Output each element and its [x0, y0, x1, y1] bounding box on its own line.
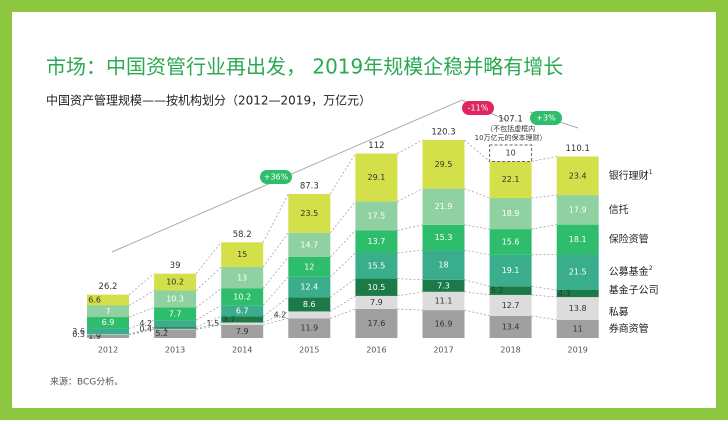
data-label: 7.9	[370, 298, 383, 307]
data-label: 4.2	[139, 319, 152, 328]
data-label: 12	[304, 262, 314, 271]
legend-name: 私募	[609, 305, 629, 318]
data-label: 7.9	[236, 327, 249, 336]
data-label: 10.5	[367, 283, 385, 292]
bar-segment	[288, 311, 330, 318]
data-label: 29.5	[435, 160, 453, 169]
data-label: 19.1	[502, 266, 520, 275]
x-tick-label: 2013	[165, 346, 185, 355]
total-label: 26.2	[99, 282, 118, 292]
total-label: 107.1	[498, 114, 522, 124]
data-label: 3.6	[72, 327, 85, 336]
total-label: 58.2	[233, 230, 252, 240]
data-label: 13	[237, 273, 247, 282]
bar-segment	[154, 320, 196, 327]
excluded-note: （不包括虚框内	[486, 124, 535, 133]
data-label: 12.7	[502, 301, 520, 310]
bar-segment	[154, 329, 196, 330]
data-label: 15.5	[367, 261, 385, 270]
chart-subtitle: 中国资产管理规模——按机构划分（2012—2019，万亿元）	[46, 93, 371, 108]
data-label: 5.2	[491, 286, 504, 295]
data-label: 7.3	[437, 281, 450, 290]
legend-label: 银行理财1	[609, 168, 653, 182]
legend-note: 1	[649, 168, 653, 175]
chart-title: 市场：中国资管行业再出发， 2019年规模企稳并略有增长	[46, 55, 563, 79]
data-label: 13.8	[569, 304, 587, 313]
data-label: 6.7	[236, 306, 249, 315]
data-label: 18.9	[502, 209, 520, 218]
legend-name: 公募基金	[609, 265, 649, 278]
data-label: 6.9	[102, 318, 115, 327]
data-label: 17.9	[569, 205, 587, 214]
source: 来源：BCG分析。	[50, 376, 123, 388]
excluded-note: 10万亿元的保本理财）	[475, 133, 547, 142]
data-label: 7.7	[169, 309, 182, 318]
total-label: 87.3	[300, 181, 319, 191]
data-label: 29.1	[367, 173, 385, 182]
data-label: 18	[438, 260, 448, 269]
data-label: 11	[573, 324, 583, 333]
legend-label: 私募	[609, 305, 629, 318]
data-label: 11.1	[435, 296, 453, 305]
data-label: 16.9	[435, 320, 453, 329]
data-label: 15.6	[502, 237, 520, 246]
legend-label: 券商资管	[609, 322, 649, 335]
x-tick-label: 2012	[98, 346, 118, 355]
legend-label: 公募基金2	[609, 265, 653, 279]
legend-name: 券商资管	[609, 322, 649, 335]
data-label: 6.6	[88, 296, 101, 305]
growth-label: -11%	[468, 104, 489, 113]
legend-name: 银行理财	[609, 169, 649, 182]
data-label: 10.3	[166, 294, 184, 303]
legend-name: 保险资管	[609, 233, 649, 246]
x-tick-label: 2017	[433, 346, 453, 355]
legend-name: 信托	[609, 203, 629, 216]
data-label: 4.3	[558, 289, 571, 298]
data-label: 8.6	[303, 300, 316, 309]
data-label: 4.2	[274, 310, 287, 319]
data-label: 10.2	[233, 292, 251, 301]
growth-label: +36%	[264, 173, 289, 182]
legend-name: 基金子公司	[609, 284, 659, 297]
data-label: 14.7	[300, 240, 318, 249]
bar-segment	[154, 327, 196, 329]
legend-label: 保险资管	[609, 233, 649, 246]
data-label: 11.9	[300, 324, 318, 333]
data-label: 21.5	[569, 268, 587, 277]
legend-note: 2	[649, 265, 653, 272]
x-tick-label: 2014	[232, 346, 252, 355]
total-label: 110.1	[566, 144, 590, 154]
data-label: 7	[105, 307, 110, 316]
x-tick-label: 2015	[299, 346, 319, 355]
x-tick-label: 2018	[500, 346, 520, 355]
data-label: 23.4	[569, 171, 587, 180]
legend-label: 基金子公司	[609, 284, 659, 297]
data-label: 15.3	[435, 233, 453, 242]
data-label: 13.4	[502, 322, 520, 331]
total-label: 120.3	[431, 128, 455, 138]
data-label: 17.6	[367, 319, 385, 328]
data-label: 12.4	[300, 283, 318, 292]
data-label: 22.1	[502, 175, 520, 184]
excluded-label: 10	[506, 149, 516, 158]
total-label: 39	[170, 261, 181, 271]
legend-label: 信托	[609, 203, 629, 216]
data-label: 17.5	[367, 211, 385, 220]
data-label: 18.1	[569, 235, 587, 244]
bar-segment	[87, 328, 129, 334]
data-label: 10.2	[166, 278, 184, 287]
data-label: 23.5	[300, 209, 318, 218]
growth-label: +3%	[536, 114, 556, 123]
data-label: 21.9	[435, 202, 453, 211]
total-label: 112	[368, 141, 384, 151]
x-tick-label: 2019	[568, 346, 588, 355]
data-label: 13.7	[367, 237, 385, 246]
x-tick-label: 2016	[366, 346, 386, 355]
data-label: 15	[237, 250, 247, 259]
